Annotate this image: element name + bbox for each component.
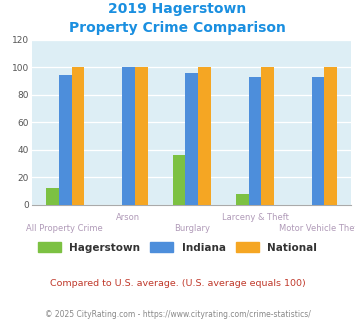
Text: Burglary: Burglary <box>174 224 210 233</box>
Text: Arson: Arson <box>116 213 140 222</box>
Text: Compared to U.S. average. (U.S. average equals 100): Compared to U.S. average. (U.S. average … <box>50 279 305 288</box>
Bar <box>324 67 337 205</box>
Bar <box>122 67 135 205</box>
Text: © 2025 CityRating.com - https://www.cityrating.com/crime-statistics/: © 2025 CityRating.com - https://www.city… <box>45 310 310 319</box>
Bar <box>312 77 324 205</box>
Bar <box>135 67 147 205</box>
Text: 2019 Hagerstown: 2019 Hagerstown <box>108 2 247 16</box>
Text: Larceny & Theft: Larceny & Theft <box>222 213 289 222</box>
Bar <box>198 67 211 205</box>
Bar <box>72 67 84 205</box>
Bar <box>261 67 274 205</box>
Bar <box>248 77 261 205</box>
Legend: Hagerstown, Indiana, National: Hagerstown, Indiana, National <box>34 238 321 257</box>
Bar <box>185 73 198 205</box>
Bar <box>173 155 185 205</box>
Text: Motor Vehicle Theft: Motor Vehicle Theft <box>279 224 355 233</box>
Bar <box>59 75 72 205</box>
Text: All Property Crime: All Property Crime <box>26 224 102 233</box>
Text: Property Crime Comparison: Property Crime Comparison <box>69 21 286 35</box>
Bar <box>47 188 59 205</box>
Bar <box>236 194 248 205</box>
